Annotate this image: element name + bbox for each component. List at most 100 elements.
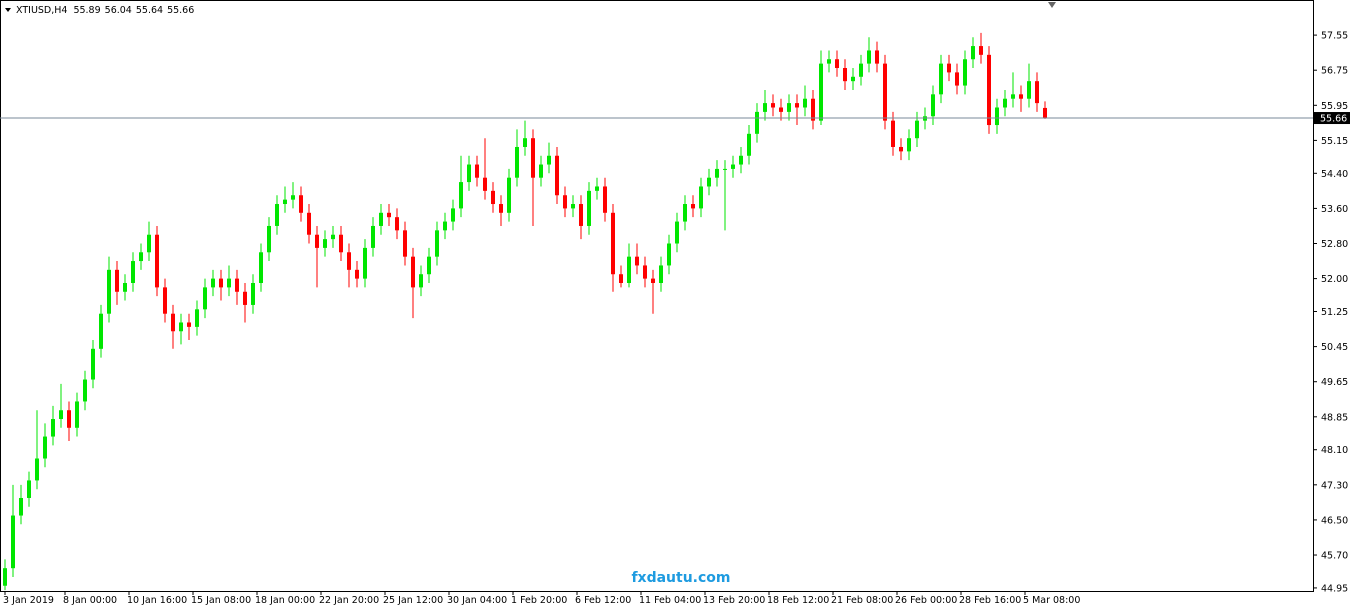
candle-body bbox=[963, 59, 967, 86]
y-tick-label: 44.95 bbox=[1321, 583, 1348, 594]
candle-body bbox=[891, 120, 895, 147]
candle-body bbox=[403, 230, 407, 257]
y-tick-label: 50.45 bbox=[1321, 342, 1348, 353]
candle-body bbox=[771, 103, 775, 108]
candle-body bbox=[3, 568, 7, 586]
candle-body bbox=[811, 98, 815, 121]
candle-body bbox=[851, 76, 855, 82]
candle-body bbox=[435, 230, 439, 257]
candle-body bbox=[219, 278, 223, 288]
y-tick-label: 56.75 bbox=[1321, 66, 1348, 77]
candle-body bbox=[235, 278, 239, 292]
candle-body bbox=[707, 177, 711, 187]
candle-body bbox=[507, 177, 511, 213]
candle-body bbox=[755, 111, 759, 134]
candle-body bbox=[1003, 98, 1007, 108]
candle-body bbox=[355, 269, 359, 279]
candle-body bbox=[283, 199, 287, 205]
y-tick-label: 55.15 bbox=[1321, 136, 1348, 147]
candle-body bbox=[995, 107, 999, 126]
y-tick-label: 52.00 bbox=[1321, 274, 1348, 285]
candle-body bbox=[387, 212, 391, 218]
candle-body bbox=[651, 278, 655, 283]
candle-body bbox=[835, 59, 839, 69]
candle-body bbox=[347, 252, 351, 270]
candle-body bbox=[11, 515, 15, 569]
candle-body bbox=[99, 313, 103, 349]
candle-body bbox=[611, 212, 615, 275]
candle-body bbox=[683, 204, 687, 222]
candle-body bbox=[987, 54, 991, 126]
low: 55.64 bbox=[136, 5, 163, 16]
candle-body bbox=[587, 190, 591, 226]
high: 56.04 bbox=[105, 5, 132, 16]
candle-body bbox=[395, 217, 399, 231]
candle-body bbox=[267, 225, 271, 253]
candle-body bbox=[459, 182, 463, 209]
candle-body bbox=[947, 63, 951, 73]
candle-body bbox=[427, 256, 431, 275]
x-tick-label: 1 Feb 20:00 bbox=[511, 595, 567, 606]
candle-body bbox=[907, 138, 911, 152]
candle-body bbox=[315, 234, 319, 248]
candle-body bbox=[259, 252, 263, 283]
candle-body bbox=[491, 190, 495, 205]
candle-body bbox=[867, 50, 871, 64]
candle-body bbox=[747, 133, 751, 156]
candle-body bbox=[955, 72, 959, 86]
candle-body bbox=[787, 103, 791, 112]
candle-body bbox=[195, 309, 199, 327]
candle-body bbox=[859, 63, 863, 77]
price-label: 55.66 bbox=[1320, 114, 1347, 125]
candle-body bbox=[307, 212, 311, 235]
menu-arrow bbox=[5, 8, 11, 12]
candle-body bbox=[43, 436, 47, 459]
candle-body bbox=[187, 322, 191, 327]
candle-body bbox=[739, 155, 743, 165]
candle-body bbox=[555, 155, 559, 196]
y-tick-label: 55.95 bbox=[1321, 101, 1348, 112]
candle-body bbox=[699, 186, 703, 209]
y-tick-label: 46.50 bbox=[1321, 515, 1348, 526]
candle-body bbox=[939, 63, 943, 95]
candle-body bbox=[675, 221, 679, 244]
candle-body bbox=[339, 234, 343, 253]
y-tick-label: 54.40 bbox=[1321, 169, 1348, 180]
candle-body bbox=[539, 164, 543, 178]
candle-body bbox=[931, 94, 935, 117]
candle-body bbox=[75, 401, 79, 428]
candle-body bbox=[291, 195, 295, 200]
candle-body bbox=[123, 282, 127, 292]
candle-body bbox=[579, 204, 583, 226]
candle-body bbox=[563, 195, 567, 209]
x-tick-label: 26 Feb 00:00 bbox=[895, 595, 957, 606]
x-tick-label: 25 Jan 12:00 bbox=[383, 595, 443, 606]
shift-marker bbox=[1048, 2, 1056, 8]
candle-body bbox=[531, 138, 535, 178]
candle-body bbox=[27, 480, 31, 498]
candle-body bbox=[827, 59, 831, 64]
candle-body bbox=[363, 247, 367, 279]
candle-body bbox=[819, 63, 823, 121]
candle-body bbox=[1043, 107, 1047, 119]
candle-body bbox=[659, 265, 663, 283]
x-tick-label: 18 Feb 12:00 bbox=[767, 595, 829, 606]
candle-body bbox=[179, 322, 183, 332]
candle-body bbox=[251, 282, 255, 305]
candle-body bbox=[443, 221, 447, 231]
candle-body bbox=[595, 186, 599, 191]
candle-body bbox=[915, 120, 919, 139]
candle-body bbox=[163, 287, 167, 314]
candle-body bbox=[371, 225, 375, 248]
candle-body bbox=[467, 164, 471, 183]
candle-body bbox=[59, 410, 63, 420]
x-tick-label: 21 Feb 08:00 bbox=[831, 595, 893, 606]
candle-body bbox=[667, 243, 671, 266]
candle-body bbox=[979, 46, 983, 55]
candle-body bbox=[419, 274, 423, 288]
candle-body bbox=[1011, 94, 1015, 99]
candle-body bbox=[275, 204, 279, 226]
x-tick-label: 18 Jan 00:00 bbox=[255, 595, 315, 606]
